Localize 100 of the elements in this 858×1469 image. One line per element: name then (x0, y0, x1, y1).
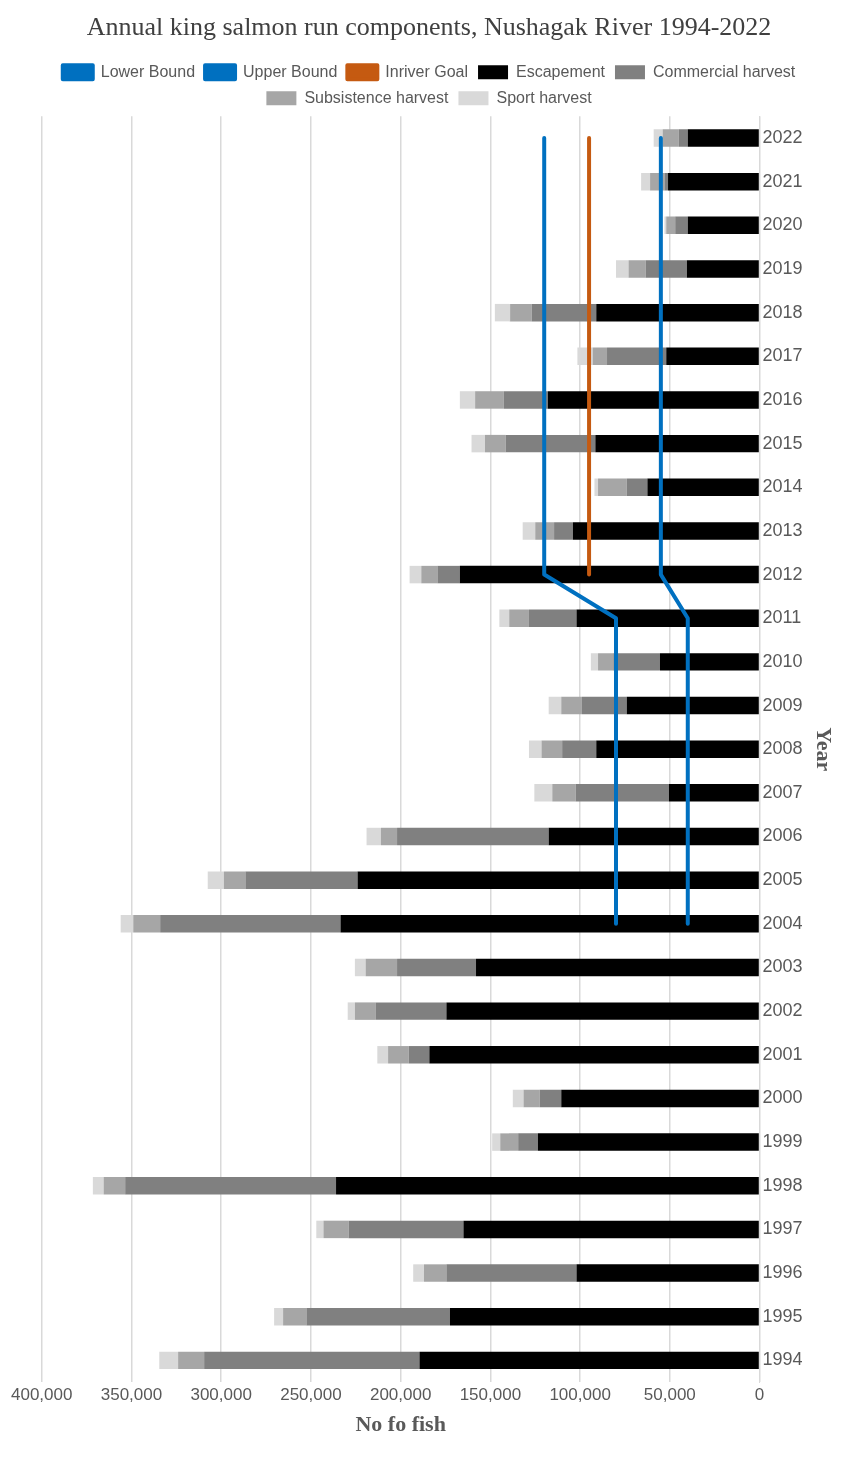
bar (347, 1002, 355, 1020)
bar (323, 1220, 349, 1239)
bar (666, 216, 676, 235)
bar (523, 1089, 540, 1108)
bar (541, 740, 563, 758)
bar (500, 1133, 519, 1151)
bar (419, 1351, 759, 1370)
bar (375, 1002, 447, 1020)
bar (160, 915, 341, 933)
bar (509, 609, 529, 627)
bar (377, 1046, 389, 1064)
x-tick-label: 50,000 (643, 1385, 696, 1405)
legend-label: Sport harvest (496, 88, 593, 106)
bar (575, 784, 669, 802)
bar (459, 391, 476, 409)
bar (463, 1220, 759, 1239)
x-tick-label: 400,000 (11, 1385, 73, 1405)
y-tick-label: 2016 (762, 388, 803, 409)
bar (547, 391, 759, 409)
x-tick-label: 300,000 (190, 1385, 252, 1405)
bar (647, 478, 759, 496)
bar (626, 478, 648, 496)
bar (306, 1307, 450, 1326)
x-tick-label: 200,000 (369, 1385, 432, 1405)
bar (125, 1177, 337, 1195)
bar (561, 1089, 759, 1108)
bar (548, 827, 759, 846)
bar (354, 1002, 376, 1020)
bar (687, 216, 759, 235)
bar (576, 1264, 759, 1282)
y-tick-label: 1998 (762, 1174, 803, 1195)
x-tick-label: 250,000 (280, 1385, 342, 1405)
y-tick-label: 2007 (762, 781, 803, 802)
bar (366, 827, 381, 846)
bar (388, 1046, 409, 1064)
legend-label: Lower Bound (100, 62, 196, 80)
bar (484, 434, 506, 453)
y-tick-label: 2002 (762, 1000, 803, 1021)
bar (365, 958, 398, 977)
bar (133, 915, 161, 933)
bar (686, 260, 759, 278)
bar (518, 1133, 538, 1151)
x-tick-label: 150,000 (459, 1385, 522, 1405)
y-tick-label: 2011 (762, 607, 802, 628)
y-tick-label: 2018 (762, 301, 803, 322)
bar (510, 303, 532, 322)
bar (476, 958, 759, 977)
bar (596, 740, 759, 758)
bar (561, 696, 582, 715)
bar (537, 1133, 759, 1151)
bar (449, 1307, 759, 1326)
y-tick-label: 2003 (762, 956, 803, 977)
y-axis-title: Year (812, 727, 838, 772)
bar (615, 260, 629, 278)
bar (397, 827, 549, 846)
legend-label: Subsistence harvest (304, 88, 450, 106)
y-tick-label: 2009 (762, 694, 803, 715)
bar (613, 653, 660, 671)
bar (554, 522, 573, 540)
y-tick-label: 1999 (762, 1131, 803, 1152)
bar (659, 653, 759, 671)
bar (357, 871, 759, 889)
legend-label: Escapement (516, 62, 606, 80)
bar (413, 1264, 424, 1282)
y-tick-label: 2015 (762, 432, 803, 453)
legend-label: Upper Bound (243, 62, 338, 80)
y-tick-label: 2005 (762, 869, 803, 890)
bar (666, 347, 759, 366)
bar (429, 1046, 759, 1064)
bar (675, 216, 688, 235)
bar (594, 478, 599, 496)
bar (552, 784, 576, 802)
bar (664, 172, 669, 191)
bar (471, 434, 485, 453)
bar (499, 609, 510, 627)
y-tick-label: 2022 (762, 127, 803, 147)
bar (446, 1264, 577, 1282)
y-tick-label: 2021 (762, 170, 803, 191)
bar (178, 1351, 205, 1370)
bar (576, 609, 759, 627)
y-tick-label: 1994 (762, 1349, 803, 1370)
bar (223, 871, 246, 889)
y-tick-label: 2014 (762, 476, 803, 497)
y-tick-label: 2013 (762, 519, 803, 540)
bar (598, 653, 614, 671)
bar (512, 1089, 524, 1108)
bar (548, 696, 562, 715)
legend-label: Inriver Goal (385, 62, 469, 80)
bar (596, 303, 759, 322)
y-tick-label: 2000 (762, 1087, 803, 1108)
bar (274, 1307, 284, 1326)
bar (316, 1220, 324, 1239)
bar (459, 565, 759, 584)
y-tick-label: 2017 (762, 345, 803, 366)
bar (668, 172, 759, 191)
x-tick-label: 350,000 (100, 1385, 163, 1405)
bar (522, 522, 536, 540)
bar (592, 347, 608, 366)
bar (668, 784, 759, 802)
bar (598, 478, 627, 496)
